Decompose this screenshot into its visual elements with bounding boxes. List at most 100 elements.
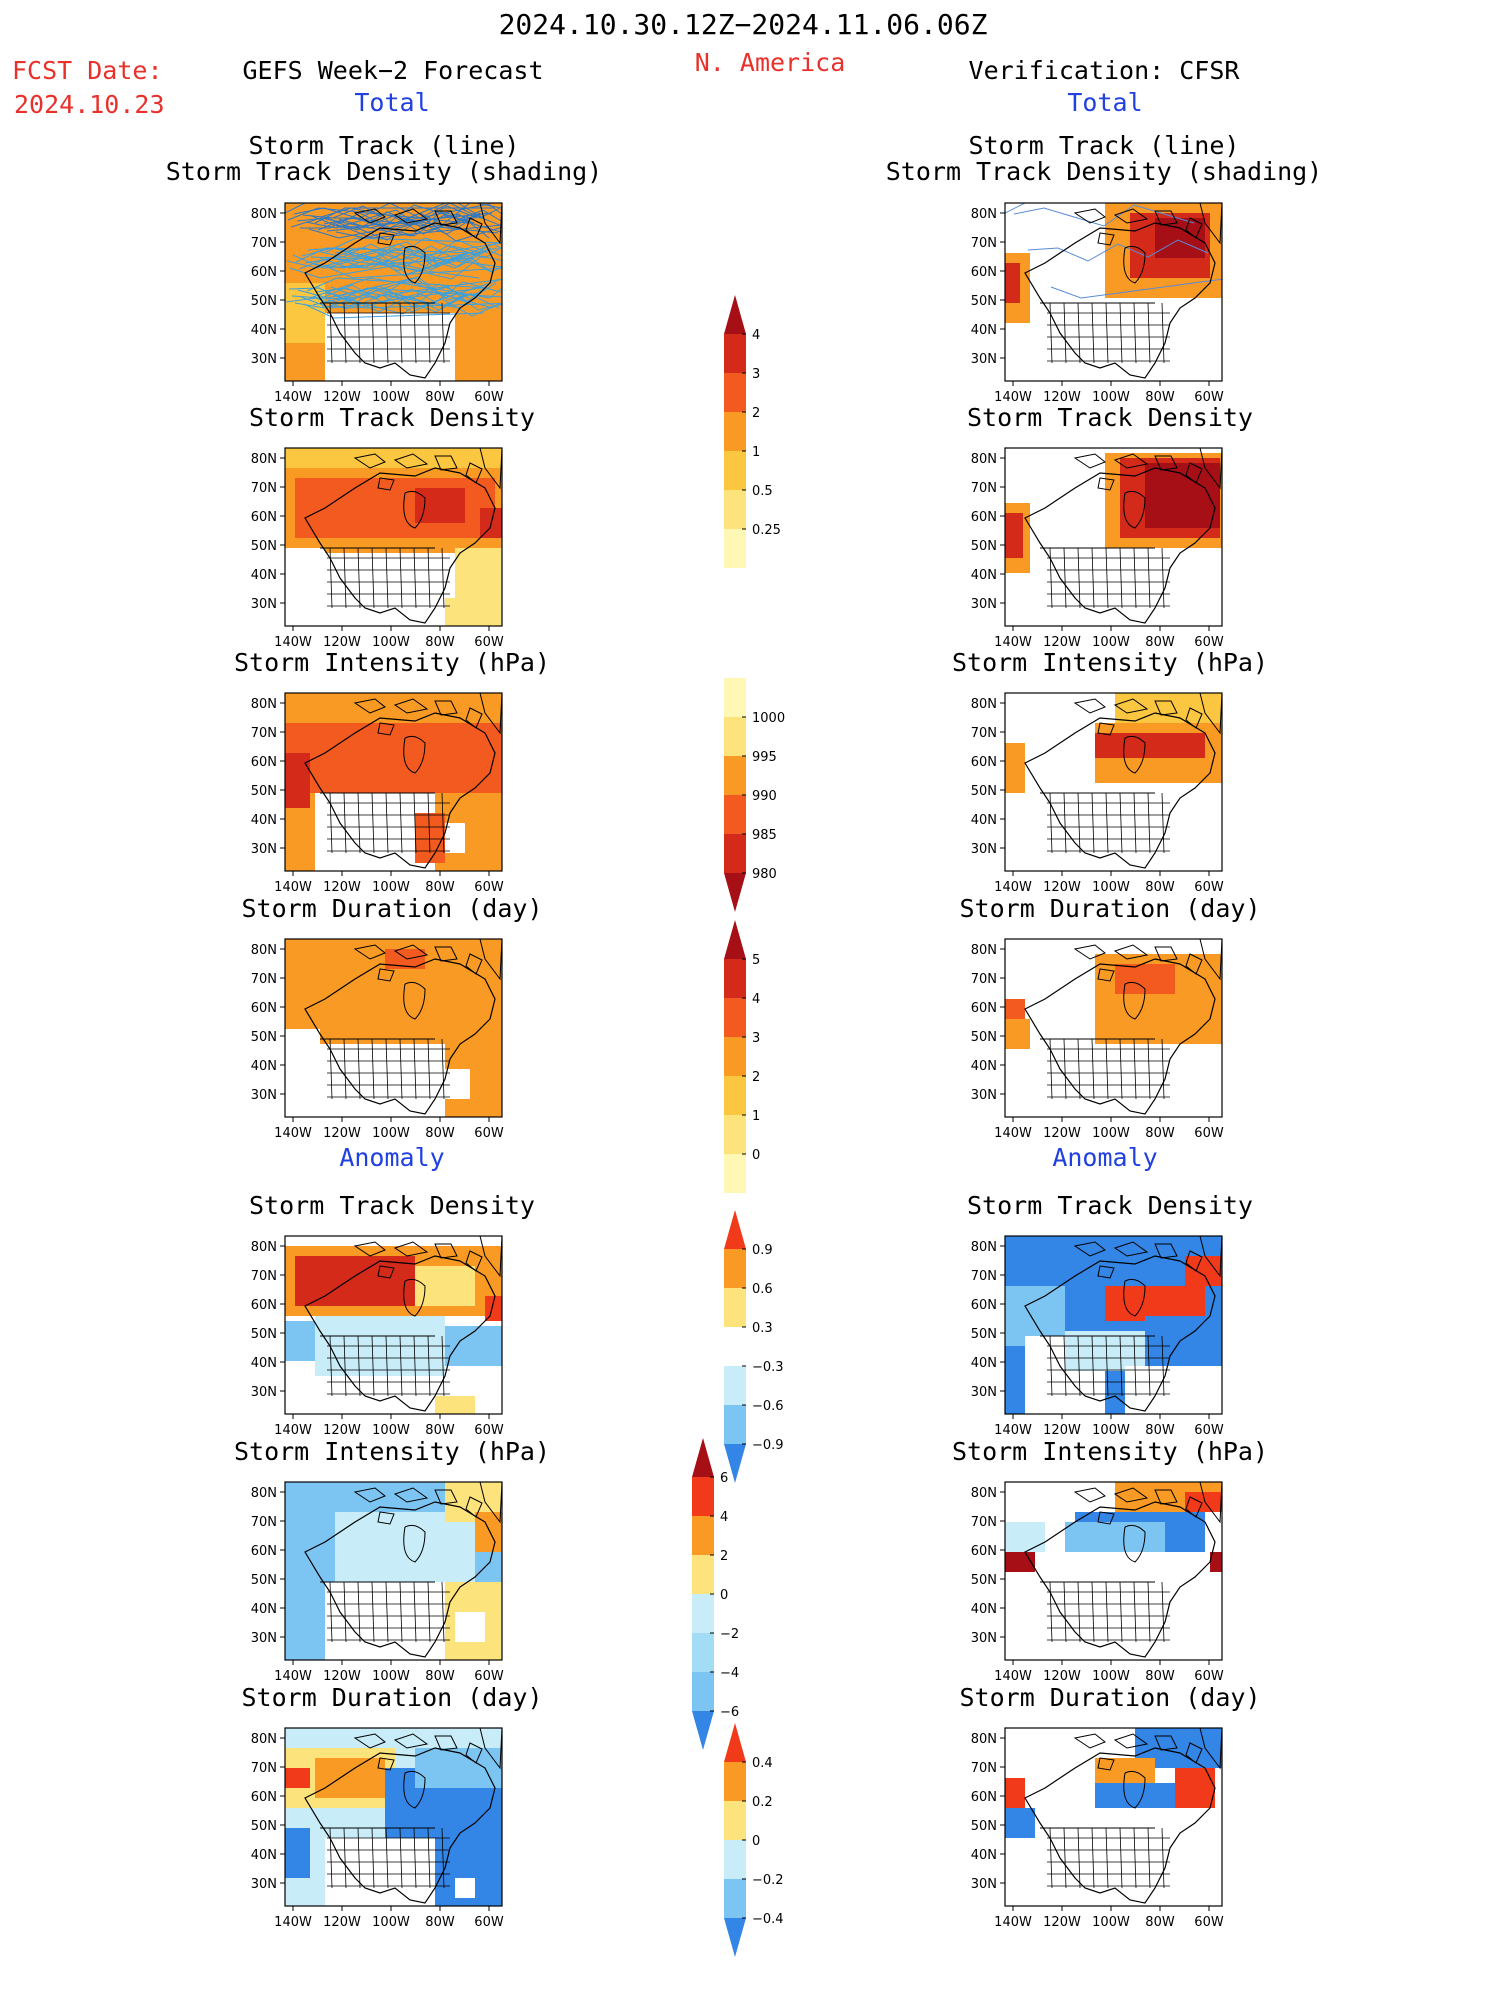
map-obs-duration: 80N 70N 60N 50N 40N 30N 140W 120W 100W 80W 60W	[960, 931, 1232, 1151]
lon-tick-label: 120W	[323, 1126, 361, 1141]
lat-tick-label: 40N	[971, 1356, 997, 1371]
lat-tick-label: 70N	[971, 1515, 997, 1530]
lat-tick-label: 80N	[971, 1732, 997, 1747]
lon-tick-label: 100W	[1092, 390, 1130, 405]
lon-tick-label: 140W	[994, 880, 1032, 895]
colorbar-label: 0.9	[752, 1243, 773, 1258]
lat-tick-label: 70N	[971, 481, 997, 496]
lon-tick-label: 120W	[1043, 635, 1081, 650]
left-track-title-1: Storm Track (line)	[248, 131, 520, 160]
colorbar-segment	[724, 529, 746, 568]
lat-tick-label: 50N	[251, 1327, 277, 1342]
map-fcst-anom-duration: 80N 70N 60N 50N 40N 30N 140W 120W 100W 80W 60W	[240, 1720, 512, 1940]
colorbar-label: 0	[752, 1834, 760, 1849]
colorbar-label: 4	[752, 992, 760, 1007]
lon-tick-label: 120W	[1043, 390, 1081, 405]
lon-tick-label: 140W	[994, 635, 1032, 650]
lat-tick-label: 80N	[971, 207, 997, 222]
lat-tick-label: 30N	[251, 1877, 277, 1892]
lon-tick-label: 120W	[1043, 880, 1081, 895]
lat-tick-label: 70N	[251, 972, 277, 987]
lat-tick-label: 70N	[251, 1761, 277, 1776]
lat-tick-label: 80N	[251, 697, 277, 712]
lon-tick-label: 60W	[474, 880, 504, 895]
lon-tick-label: 80W	[1145, 1126, 1175, 1141]
lon-tick-label: 60W	[1194, 1669, 1224, 1684]
lat-tick-label: 70N	[971, 972, 997, 987]
lat-tick-label: 40N	[251, 568, 277, 583]
colorbar-label: −4	[720, 1666, 739, 1681]
colorbar-segment	[724, 451, 746, 490]
lat-tick-label: 60N	[971, 1001, 997, 1016]
lat-tick-label: 60N	[251, 510, 277, 525]
map-fcst-duration: 80N 70N 60N 50N 40N 30N 140W 120W 100W 80W 60W	[240, 931, 512, 1151]
colorbar-segment	[724, 295, 746, 334]
lon-tick-label: 80W	[425, 1423, 455, 1438]
lon-tick-label: 100W	[372, 880, 410, 895]
colorbar-segment	[692, 1633, 714, 1672]
colorbar-label: 4	[752, 328, 760, 343]
lat-tick-label: 60N	[251, 1544, 277, 1559]
right-anomaly-label: Anomaly	[1052, 1143, 1158, 1172]
colorbar-segment	[692, 1438, 714, 1477]
colorbar-segment	[724, 1444, 746, 1483]
colorbar-segment	[692, 1594, 714, 1633]
colorbar-segment	[724, 373, 746, 412]
lat-tick-label: 30N	[971, 842, 997, 857]
period-title: 2024.10.30.12Z−2024.11.06.06Z	[498, 8, 988, 41]
lon-tick-label: 80W	[1145, 1423, 1175, 1438]
map-obs-intensity: 80N 70N 60N 50N 40N 30N 140W 120W 100W 80W 60W	[960, 685, 1232, 905]
colorbar-segment	[724, 1801, 746, 1840]
lat-tick-label: 70N	[251, 481, 277, 496]
colorbar-segment	[724, 998, 746, 1037]
lat-tick-label: 70N	[971, 236, 997, 251]
left-anomaly-label: Anomaly	[339, 1143, 445, 1172]
lat-tick-label: 40N	[251, 1059, 277, 1074]
colorbar-segment	[724, 1840, 746, 1879]
colorbar-segment	[724, 412, 746, 451]
lat-tick-label: 70N	[251, 1269, 277, 1284]
lon-tick-label: 60W	[474, 635, 504, 650]
lon-tick-label: 80W	[425, 635, 455, 650]
map-fcst-density: 80N 70N 60N 50N 40N 30N 140W 120W 100W 80W 60W	[240, 440, 512, 660]
lon-tick-label: 120W	[1043, 1423, 1081, 1438]
storm-track-lines	[285, 203, 502, 319]
lat-tick-label: 50N	[251, 539, 277, 554]
lon-tick-label: 100W	[1092, 1126, 1130, 1141]
lon-tick-label: 100W	[372, 635, 410, 650]
lon-tick-label: 120W	[323, 635, 361, 650]
left-anom-intensity-title: Storm Intensity (hPa)	[233, 1437, 551, 1466]
right-total-label: Total	[1067, 88, 1143, 117]
lon-tick-label: 60W	[1194, 1126, 1224, 1141]
lat-tick-label: 40N	[971, 813, 997, 828]
colorbar-segment	[724, 1723, 746, 1762]
lat-tick-label: 50N	[251, 1573, 277, 1588]
lon-tick-label: 60W	[1194, 1423, 1224, 1438]
lat-tick-label: 40N	[971, 1059, 997, 1074]
lat-tick-label: 50N	[251, 784, 277, 799]
right-anom-density-title: Storm Track Density	[967, 1191, 1253, 1220]
lat-tick-label: 60N	[251, 1001, 277, 1016]
lat-tick-label: 30N	[251, 1631, 277, 1646]
lon-tick-label: 60W	[474, 1669, 504, 1684]
lat-tick-label: 70N	[251, 1515, 277, 1530]
lon-tick-label: 120W	[323, 1915, 361, 1930]
lat-tick-label: 50N	[251, 294, 277, 309]
colorbar-segment	[724, 834, 746, 873]
colorbar-density-anom: 0.9 0.6 0.3 −0.3 −0.6 −0.9	[720, 1180, 810, 1517]
colorbar-label: 1	[752, 445, 760, 460]
lon-tick-label: 100W	[1092, 635, 1130, 650]
colorbar-segment	[692, 1672, 714, 1711]
lon-tick-label: 140W	[274, 1126, 312, 1141]
lat-tick-label: 80N	[971, 943, 997, 958]
lon-tick-label: 120W	[323, 880, 361, 895]
lat-tick-label: 70N	[251, 726, 277, 741]
lat-tick-label: 30N	[971, 1631, 997, 1646]
colorbar-segment	[724, 1405, 746, 1444]
lat-tick-label: 40N	[971, 1602, 997, 1617]
lat-tick-label: 60N	[251, 1298, 277, 1313]
lon-tick-label: 60W	[1194, 635, 1224, 650]
lon-tick-label: 80W	[425, 1915, 455, 1930]
colorbar-label: 0	[752, 1148, 760, 1163]
colorbar-segment	[724, 1762, 746, 1801]
